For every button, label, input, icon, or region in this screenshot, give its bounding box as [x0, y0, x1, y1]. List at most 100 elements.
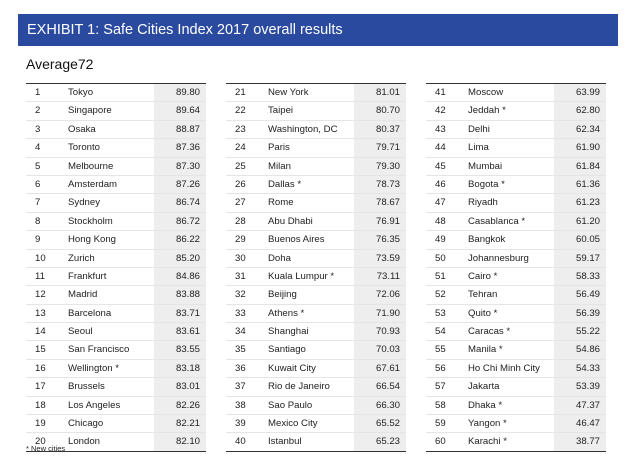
column-bottom-rule	[26, 450, 206, 452]
table-row: 48 Casablanca * 61.20	[426, 212, 606, 232]
rank-cell: 41	[435, 87, 446, 98]
table-row: 11 Frankfurt 84.86	[26, 267, 206, 287]
rank-cell: 6	[35, 178, 41, 190]
score-cell: 76.91	[375, 215, 400, 227]
score-cell: 86.74	[175, 197, 200, 209]
rank-cell: 17	[35, 381, 46, 393]
table-row: 14 Seoul 83.61	[26, 323, 206, 342]
table-row: 20 London 82.10	[26, 433, 206, 451]
rank-cell: 24	[235, 142, 246, 154]
rank-cell: 20	[35, 436, 46, 448]
score-cell: 89.80	[175, 87, 200, 98]
rank-cell: 27	[235, 197, 246, 209]
score-cell-shading	[554, 249, 606, 267]
city-cell: Manila *	[468, 344, 503, 356]
score-cell: 66.30	[375, 399, 400, 411]
score-cell: 78.67	[375, 197, 400, 209]
table-row: 52 Tehran 56.49	[426, 286, 606, 305]
table-row: 21 New York 81.01	[226, 84, 406, 103]
table-row: 56 Ho Chi Minh City 54.33	[426, 359, 606, 379]
city-cell: Mexico City	[268, 418, 318, 430]
score-cell-shading	[354, 396, 406, 415]
score-cell: 81.01	[375, 87, 400, 98]
table-row: 31 Kuala Lumpur * 73.11	[226, 267, 406, 287]
rank-cell: 21	[235, 87, 246, 98]
table-row: 36 Kuwait City 67.61	[226, 359, 406, 379]
table-row: 19 Chicago 82.21	[26, 415, 206, 434]
table-row: 42 Jeddah * 62.80	[426, 102, 606, 121]
score-cell: 86.22	[175, 234, 200, 246]
rank-cell: 50	[435, 252, 446, 264]
table-row: 29 Buenos Aires 76.35	[226, 231, 406, 250]
rank-cell: 54	[435, 326, 446, 338]
table-row: 58 Dhaka * 47.37	[426, 396, 606, 416]
score-cell: 89.64	[175, 105, 200, 117]
score-cell: 58.33	[575, 270, 600, 282]
city-cell: Paris	[268, 142, 290, 154]
rank-cell: 37	[235, 381, 246, 393]
rank-cell: 33	[235, 307, 246, 319]
column-top-rule	[226, 83, 406, 84]
city-cell: Jeddah *	[468, 105, 506, 117]
rank-cell: 10	[35, 252, 46, 264]
results-column-1: 1 Tokyo 89.80 2 Singapore 89.64 3 Osaka 88.87 4 To…	[26, 83, 206, 452]
city-cell: Barcelona	[68, 307, 112, 319]
rank-cell: 7	[35, 197, 41, 209]
table-row: 50 Johannesburg 59.17	[426, 249, 606, 268]
score-cell-shading	[554, 323, 606, 341]
city-cell: Brussels	[68, 381, 105, 393]
rank-cell: 18	[35, 399, 46, 411]
score-cell: 61.23	[575, 197, 600, 209]
score-cell-shading	[154, 157, 206, 175]
score-cell-shading	[154, 120, 206, 139]
city-cell: Delhi	[468, 123, 490, 135]
score-cell-shading	[354, 341, 406, 359]
city-cell: Milan	[268, 160, 291, 172]
score-cell-shading	[154, 341, 206, 359]
score-cell: 54.33	[575, 362, 600, 374]
score-cell-shading	[354, 139, 406, 157]
table-row: 13 Barcelona 83.71	[26, 304, 206, 324]
city-cell: Johannesburg	[468, 252, 529, 264]
city-cell: London	[68, 436, 101, 448]
score-cell-shading	[554, 286, 606, 304]
rank-cell: 39	[235, 418, 246, 430]
score-cell: 61.90	[575, 142, 600, 154]
city-cell: Sydney	[68, 197, 100, 209]
city-cell: Singapore	[68, 105, 112, 117]
rank-cell: 9	[35, 234, 41, 246]
table-row: 44 Lima 61.90	[426, 139, 606, 158]
score-cell: 65.23	[375, 436, 400, 448]
score-cell: 59.17	[575, 252, 600, 264]
score-cell-shading	[354, 359, 406, 378]
score-cell: 53.39	[575, 381, 600, 393]
rank-cell: 13	[35, 307, 46, 319]
score-cell-shading	[154, 249, 206, 267]
table-row: 41 Moscow 63.99	[426, 84, 606, 103]
score-cell: 76.35	[375, 234, 400, 246]
score-cell-shading	[154, 286, 206, 304]
table-row: 5 Melbourne 87.30	[26, 157, 206, 176]
table-row: 49 Bangkok 60.05	[426, 231, 606, 250]
city-cell: San Francisco	[68, 344, 130, 356]
city-cell: Moscow	[468, 87, 504, 98]
score-cell: 61.20	[575, 215, 600, 227]
city-cell: Hong Kong	[68, 234, 117, 246]
score-cell: 61.36	[575, 178, 600, 190]
city-cell: Melbourne	[68, 160, 114, 172]
score-cell: 47.37	[575, 399, 600, 411]
rank-cell: 11	[35, 270, 45, 282]
table-row: 24 Paris 79.71	[226, 139, 406, 158]
score-cell: 87.36	[175, 142, 200, 154]
score-cell-shading	[554, 139, 606, 157]
score-cell: 83.88	[175, 289, 200, 301]
table-row: 4 Toronto 87.36	[26, 139, 206, 158]
rank-cell: 58	[435, 399, 446, 411]
table-row: 25 Milan 79.30	[226, 157, 406, 176]
score-cell-shading	[154, 378, 206, 396]
table-row: 43 Delhi 62.34	[426, 120, 606, 140]
rank-cell: 34	[235, 326, 246, 338]
rank-cell: 42	[435, 105, 446, 117]
score-cell: 70.93	[375, 326, 400, 338]
city-cell: Chicago	[68, 418, 104, 430]
